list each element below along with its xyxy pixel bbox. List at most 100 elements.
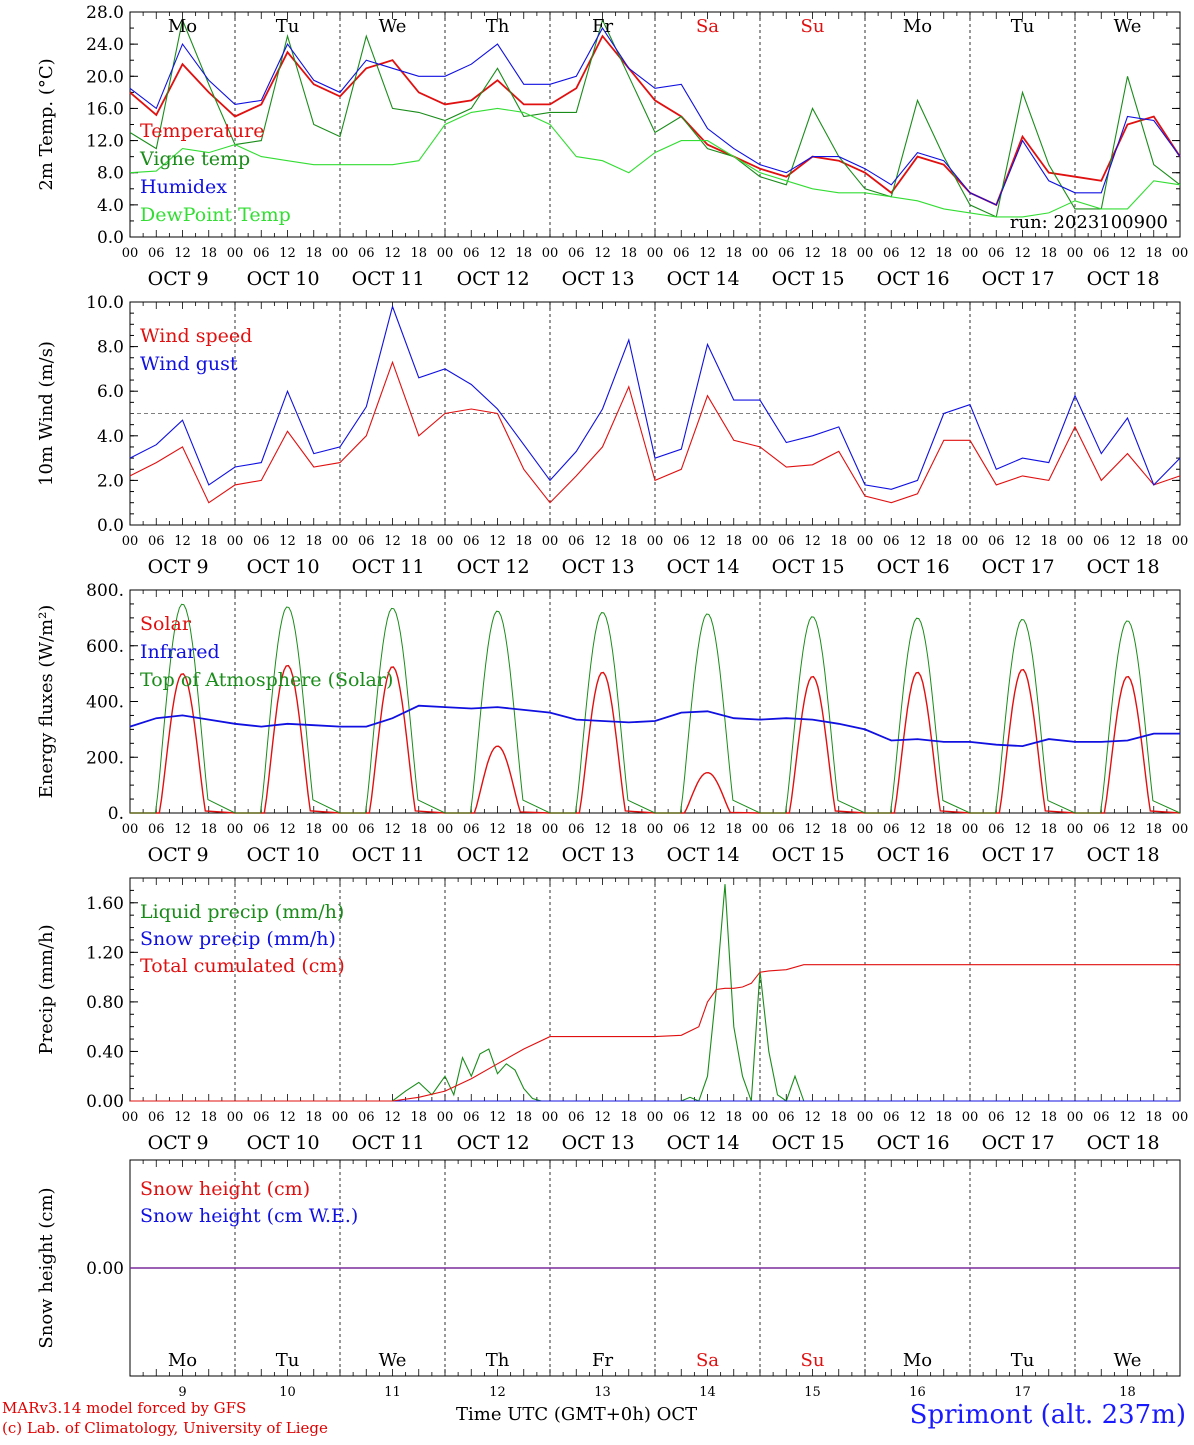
hour-tick-label: 18 xyxy=(515,1110,532,1125)
hour-tick-label: 06 xyxy=(778,246,795,261)
weekday-label: Tu xyxy=(276,16,300,37)
date-label: OCT 13 xyxy=(562,268,635,290)
hour-tick-label: 00 xyxy=(1172,534,1189,549)
y-tick-label: 1.20 xyxy=(86,943,124,963)
hour-tick-label: 06 xyxy=(568,822,585,837)
hour-tick-label: 00 xyxy=(227,246,244,261)
hour-tick-label: 00 xyxy=(542,246,559,261)
weekday-label: Su xyxy=(801,16,825,37)
hour-tick-label: 18 xyxy=(1145,1110,1162,1125)
y-tick-label: 0.40 xyxy=(86,1042,124,1062)
date-label: OCT 11 xyxy=(352,1132,425,1154)
hour-tick-label: 06 xyxy=(358,822,375,837)
panel-2 xyxy=(129,301,1181,526)
hour-tick-label: 06 xyxy=(253,246,270,261)
hour-tick-label: 12 xyxy=(384,1110,401,1125)
hour-tick-label: 00 xyxy=(752,246,769,261)
hour-tick-label: 00 xyxy=(857,1110,874,1125)
date-label: OCT 18 xyxy=(1087,556,1160,578)
date-label: OCT 17 xyxy=(982,556,1055,578)
hour-tick-label: 12 xyxy=(384,246,401,261)
hour-tick-label: 00 xyxy=(437,822,454,837)
legend-entry: Solar xyxy=(140,613,192,635)
hour-tick-label: 18 xyxy=(620,246,637,261)
hour-tick-label: 12 xyxy=(174,822,191,837)
hour-tick-label: 06 xyxy=(148,1110,165,1125)
weekday-label: We xyxy=(379,1350,407,1371)
date-label: OCT 12 xyxy=(457,268,530,290)
hour-tick-label: 00 xyxy=(332,246,349,261)
date-label: OCT 11 xyxy=(352,268,425,290)
hour-tick-label: 18 xyxy=(935,246,952,261)
time-axis-label: Time UTC (GMT+0h) OCT xyxy=(456,1404,698,1425)
hour-tick-label: 12 xyxy=(1119,1110,1136,1125)
hour-tick-label: 12 xyxy=(699,246,716,261)
date-label: OCT 15 xyxy=(772,1132,845,1154)
y-tick-label: 4.0 xyxy=(97,427,124,447)
date-label: OCT 11 xyxy=(352,556,425,578)
date-label: OCT 12 xyxy=(457,1132,530,1154)
hour-tick-label: 00 xyxy=(437,534,454,549)
weekday-label: Su xyxy=(801,1350,825,1371)
date-label: OCT 9 xyxy=(148,1132,209,1154)
y-tick-label: 28.0 xyxy=(86,3,124,23)
weekday-label: Th xyxy=(486,16,510,37)
date-label: OCT 17 xyxy=(982,1132,1055,1154)
hour-tick-label: 12 xyxy=(594,822,611,837)
y-tick-label: 400. xyxy=(86,693,124,713)
day-number-label: 10 xyxy=(279,1385,296,1400)
hour-tick-label: 06 xyxy=(988,534,1005,549)
hour-tick-label: 18 xyxy=(305,822,322,837)
hour-tick-label: 12 xyxy=(909,822,926,837)
hour-tick-label: 18 xyxy=(305,534,322,549)
date-label: OCT 14 xyxy=(667,844,740,866)
hour-tick-label: 12 xyxy=(279,1110,296,1125)
hour-tick-label: 12 xyxy=(909,534,926,549)
date-label: OCT 16 xyxy=(877,844,950,866)
panel-4 xyxy=(129,877,1181,1102)
legend-entry: Vigne temp xyxy=(139,148,250,170)
hour-tick-label: 18 xyxy=(410,246,427,261)
hour-tick-label: 18 xyxy=(1145,822,1162,837)
hour-tick-label: 06 xyxy=(358,1110,375,1125)
series-top-of-atmosphere-solar- xyxy=(130,603,1181,814)
hour-tick-label: 18 xyxy=(725,1110,742,1125)
series-wind-speed xyxy=(129,360,1181,504)
date-label: OCT 12 xyxy=(457,556,530,578)
hour-tick-label: 06 xyxy=(673,822,690,837)
series-total-cumulated-cm- xyxy=(130,964,1180,1102)
legend-entry: Infrared xyxy=(140,641,220,663)
station-label: Sprimont (alt. 237m) xyxy=(909,1400,1186,1430)
hour-tick-label: 18 xyxy=(830,822,847,837)
hour-tick-label: 18 xyxy=(305,246,322,261)
hour-tick-label: 00 xyxy=(1067,246,1084,261)
date-label: OCT 14 xyxy=(667,556,740,578)
date-label: OCT 12 xyxy=(457,844,530,866)
hour-tick-label: 18 xyxy=(200,534,217,549)
series-vigne-temp xyxy=(129,18,1181,218)
day-number-label: 17 xyxy=(1014,1385,1031,1400)
legend-entry: DewPoint Temp xyxy=(140,204,291,226)
hour-tick-label: 00 xyxy=(962,822,979,837)
y-tick-label: 8.0 xyxy=(97,164,124,184)
legend-entry: Liquid precip (mm/h) xyxy=(140,901,344,923)
hour-tick-label: 12 xyxy=(384,534,401,549)
hour-tick-label: 06 xyxy=(988,246,1005,261)
weekday-label: Tu xyxy=(276,1350,300,1371)
hour-tick-label: 06 xyxy=(253,534,270,549)
series-wind-gust xyxy=(129,304,1181,490)
legend-entry: Snow precip (mm/h) xyxy=(140,928,336,950)
hour-tick-label: 12 xyxy=(804,534,821,549)
hour-tick-label: 06 xyxy=(568,246,585,261)
y-tick-label: 1.60 xyxy=(86,894,124,914)
y-tick-label: 8.0 xyxy=(97,338,124,358)
hour-tick-label: 18 xyxy=(935,1110,952,1125)
hour-tick-label: 06 xyxy=(253,822,270,837)
hour-tick-label: 12 xyxy=(1014,534,1031,549)
hour-tick-label: 06 xyxy=(568,534,585,549)
hour-tick-label: 06 xyxy=(148,246,165,261)
hour-tick-label: 12 xyxy=(804,1110,821,1125)
hour-tick-label: 18 xyxy=(725,822,742,837)
hour-tick-label: 18 xyxy=(410,822,427,837)
hour-tick-label: 18 xyxy=(200,1110,217,1125)
